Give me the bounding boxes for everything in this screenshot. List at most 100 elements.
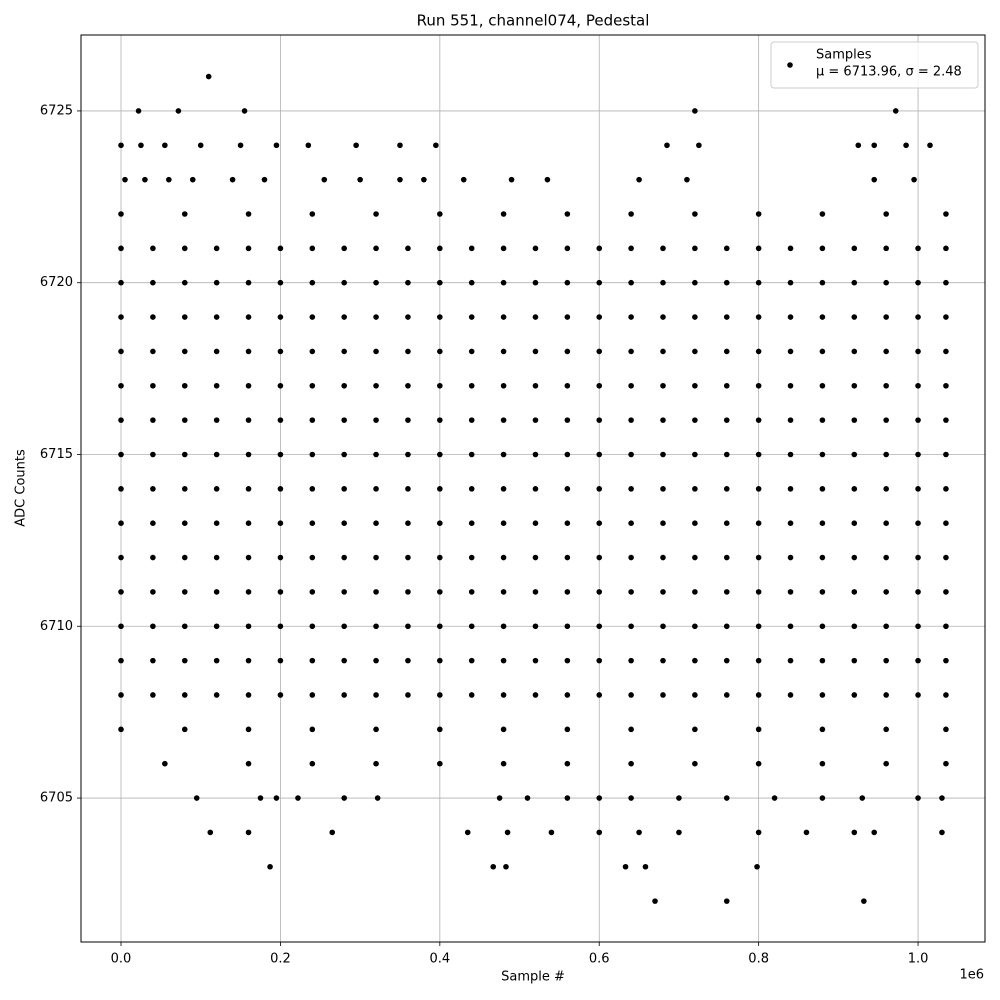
point bbox=[723, 795, 730, 801]
point bbox=[181, 554, 188, 561]
point bbox=[596, 589, 603, 595]
point bbox=[357, 176, 363, 183]
point bbox=[692, 589, 698, 595]
point bbox=[460, 176, 467, 183]
point bbox=[943, 726, 949, 733]
point bbox=[309, 657, 316, 664]
point bbox=[468, 314, 475, 320]
point bbox=[564, 760, 571, 767]
point bbox=[341, 520, 347, 526]
point bbox=[500, 451, 507, 458]
point bbox=[433, 142, 439, 149]
point bbox=[181, 314, 188, 320]
point bbox=[564, 726, 571, 733]
point bbox=[532, 692, 539, 698]
point bbox=[213, 623, 220, 630]
point bbox=[437, 382, 443, 389]
y-tick-label: 6710 bbox=[40, 619, 73, 634]
point bbox=[943, 486, 949, 492]
point bbox=[692, 657, 698, 664]
point bbox=[373, 245, 379, 252]
point bbox=[468, 279, 475, 286]
point bbox=[273, 142, 280, 149]
point bbox=[819, 279, 826, 286]
point bbox=[245, 657, 252, 664]
point bbox=[468, 245, 475, 252]
point bbox=[692, 451, 698, 458]
point bbox=[851, 554, 858, 561]
point bbox=[309, 589, 316, 595]
point bbox=[628, 520, 634, 526]
point bbox=[532, 382, 539, 389]
point bbox=[851, 692, 858, 698]
point bbox=[596, 279, 603, 286]
point bbox=[564, 314, 571, 320]
point bbox=[819, 520, 826, 526]
point bbox=[596, 795, 603, 801]
point bbox=[851, 417, 858, 423]
point bbox=[692, 520, 698, 526]
point bbox=[660, 417, 666, 423]
point bbox=[229, 176, 236, 183]
point bbox=[723, 348, 730, 355]
point bbox=[819, 657, 826, 664]
point bbox=[883, 245, 889, 252]
point bbox=[150, 314, 156, 320]
point bbox=[373, 657, 379, 664]
point bbox=[277, 279, 284, 286]
point bbox=[915, 417, 921, 423]
point bbox=[532, 348, 539, 355]
point bbox=[181, 520, 188, 526]
point bbox=[596, 382, 603, 389]
point bbox=[943, 348, 949, 355]
point bbox=[943, 417, 949, 423]
point bbox=[150, 692, 156, 698]
point bbox=[181, 348, 188, 355]
point bbox=[723, 382, 730, 389]
point bbox=[245, 417, 252, 423]
point bbox=[532, 554, 539, 561]
point bbox=[564, 795, 571, 801]
point bbox=[636, 176, 642, 183]
point bbox=[213, 554, 220, 561]
point bbox=[723, 451, 730, 458]
point bbox=[660, 245, 666, 252]
point bbox=[628, 657, 634, 664]
point bbox=[150, 245, 156, 252]
legend-label: Samples bbox=[816, 48, 872, 63]
point bbox=[532, 245, 539, 252]
point bbox=[500, 623, 507, 630]
point bbox=[150, 623, 156, 630]
point bbox=[628, 279, 634, 286]
point bbox=[660, 657, 666, 664]
point bbox=[883, 760, 889, 767]
point bbox=[500, 279, 507, 286]
point bbox=[118, 279, 124, 286]
point bbox=[883, 623, 889, 630]
point bbox=[787, 589, 794, 595]
point bbox=[261, 176, 268, 183]
point bbox=[437, 211, 443, 217]
x-tick-label: 0.6 bbox=[589, 952, 610, 967]
point bbox=[213, 520, 220, 526]
point bbox=[118, 554, 124, 561]
y-axis-label: ADC Counts bbox=[14, 449, 29, 527]
point bbox=[341, 486, 347, 492]
point bbox=[596, 314, 603, 320]
point bbox=[903, 142, 909, 149]
point bbox=[861, 898, 867, 904]
point bbox=[405, 451, 411, 458]
point bbox=[118, 623, 124, 630]
point bbox=[755, 554, 762, 561]
point bbox=[851, 382, 858, 389]
point bbox=[150, 348, 156, 355]
point bbox=[939, 795, 945, 801]
point bbox=[660, 589, 666, 595]
point bbox=[787, 657, 794, 664]
point bbox=[564, 589, 571, 595]
point bbox=[787, 245, 794, 252]
point bbox=[500, 657, 507, 664]
point bbox=[122, 176, 128, 183]
point bbox=[915, 348, 921, 355]
point bbox=[544, 176, 551, 183]
